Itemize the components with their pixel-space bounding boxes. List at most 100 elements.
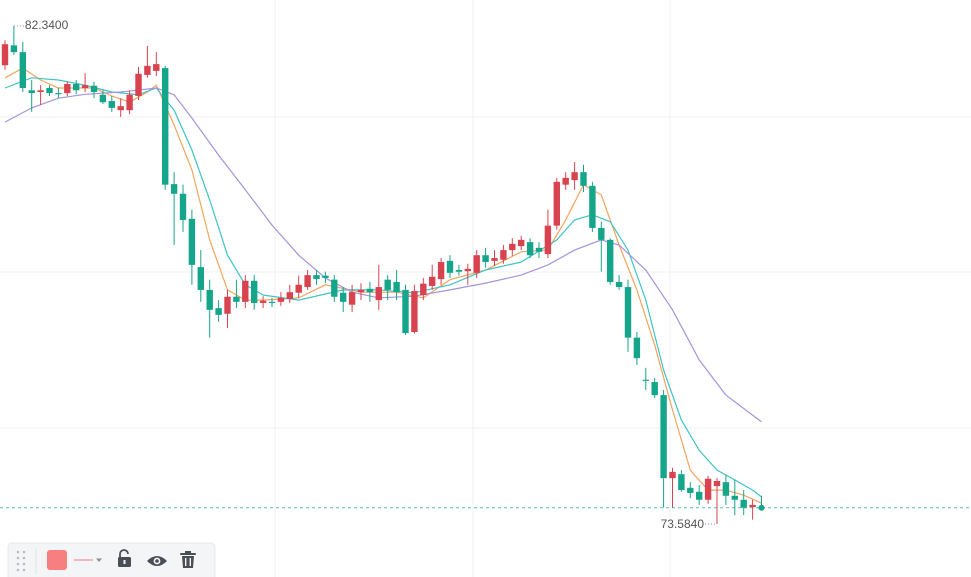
line-style[interactable] xyxy=(74,558,102,563)
candle-body xyxy=(402,289,409,334)
candle-body xyxy=(170,184,178,194)
candle-body xyxy=(64,84,71,94)
toolbar xyxy=(7,542,216,577)
candle-body xyxy=(99,94,107,103)
candle-body xyxy=(197,267,204,290)
candle-body xyxy=(651,382,658,396)
high-label: 82.3400 xyxy=(25,18,69,32)
candle-body xyxy=(642,379,649,381)
candle-body xyxy=(286,292,293,300)
candle-body xyxy=(429,276,436,286)
candle-body xyxy=(437,262,445,280)
candle-body xyxy=(411,291,418,332)
candle-body xyxy=(251,280,258,303)
candle-body xyxy=(19,52,26,88)
candle-body xyxy=(704,478,712,500)
candle-body xyxy=(633,337,641,359)
candle-body xyxy=(215,308,222,315)
plot: 82.3400 73.5840 xyxy=(0,18,971,531)
candle-body xyxy=(687,487,694,493)
average-line xyxy=(4,77,762,498)
candle-body xyxy=(179,193,187,220)
candle-body xyxy=(491,258,498,261)
candle-body xyxy=(669,471,676,479)
candle-body xyxy=(598,227,605,240)
candle-body xyxy=(562,177,569,185)
candle-body xyxy=(749,504,756,508)
candle-body xyxy=(455,269,463,272)
average-line xyxy=(4,67,762,504)
candle-body xyxy=(162,68,169,185)
candle-body xyxy=(348,292,356,305)
candle-body xyxy=(526,242,534,256)
candle-body xyxy=(10,45,18,53)
delete-button[interactable] xyxy=(180,551,196,568)
candle-body xyxy=(126,94,133,111)
drag-handle[interactable] xyxy=(16,550,26,572)
candle-body xyxy=(117,106,124,111)
candle-body xyxy=(1,44,9,66)
candle-body xyxy=(660,395,667,479)
candle-body xyxy=(482,255,489,263)
candle-body xyxy=(731,495,738,500)
candle-body xyxy=(313,275,320,280)
candle-body xyxy=(304,275,311,288)
candle-body xyxy=(188,218,196,265)
candle-body xyxy=(37,90,44,92)
candle-body xyxy=(135,73,142,96)
candle-body xyxy=(233,296,240,302)
candle-body xyxy=(340,292,347,302)
candle-body xyxy=(144,65,151,75)
last-price-dot xyxy=(758,504,765,511)
visibility-button[interactable] xyxy=(147,556,167,566)
candle-body xyxy=(277,297,285,302)
candle-body xyxy=(473,255,480,273)
candle-body xyxy=(500,250,507,260)
candle-body xyxy=(366,288,374,293)
candle-body xyxy=(90,85,98,92)
candle-body xyxy=(108,101,115,108)
candle-body xyxy=(268,301,276,303)
candle-body xyxy=(553,181,560,226)
candle-body xyxy=(384,279,391,290)
candle-body xyxy=(153,64,160,71)
candle-body xyxy=(464,268,471,272)
candle-body xyxy=(259,300,267,303)
candle-body xyxy=(713,481,721,487)
color-swatch[interactable] xyxy=(47,550,67,570)
candle-body xyxy=(73,84,80,91)
candle-body xyxy=(509,243,516,251)
candle-body xyxy=(678,474,685,491)
candle-body xyxy=(375,287,382,301)
candle-body xyxy=(624,287,632,338)
lock-button[interactable] xyxy=(118,549,131,567)
candle-body xyxy=(580,172,587,186)
candle-body xyxy=(446,260,454,273)
candle-body xyxy=(696,491,703,500)
candle-body xyxy=(393,281,400,293)
candle-body xyxy=(357,289,365,293)
candle-body xyxy=(46,87,53,94)
candle-body xyxy=(740,499,747,508)
candle-body xyxy=(295,284,302,293)
candle-body xyxy=(242,280,249,302)
candle-body xyxy=(722,482,730,496)
candle-body xyxy=(615,281,623,288)
average-line xyxy=(4,87,762,423)
low-label: 73.5840 xyxy=(661,517,705,531)
candle-body xyxy=(224,296,231,314)
candle-body xyxy=(535,247,543,252)
candle-body xyxy=(571,172,578,181)
candle-body xyxy=(518,239,525,247)
candle-body xyxy=(322,275,329,278)
candle-body xyxy=(589,185,596,228)
candle-body xyxy=(206,289,213,310)
candle-body xyxy=(420,283,427,296)
candle-body xyxy=(544,225,552,255)
candle-body xyxy=(331,279,338,297)
candle-body xyxy=(55,93,62,95)
candle-body xyxy=(607,239,614,282)
candle-body xyxy=(28,90,35,94)
